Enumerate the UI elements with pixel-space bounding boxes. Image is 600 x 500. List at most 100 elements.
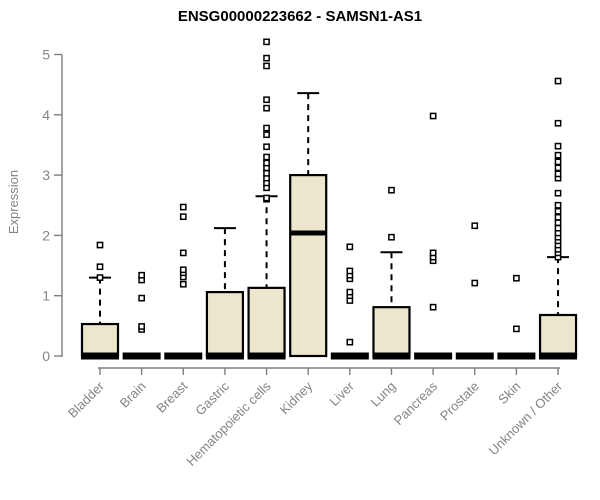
y-tick-label: 1 [42, 288, 50, 304]
outlier-point [429, 112, 437, 120]
outlier-point [96, 274, 104, 281]
boxplot-unknown-other [538, 77, 578, 360]
box-body [372, 306, 411, 358]
median-line [539, 352, 578, 360]
outlier-point [554, 119, 562, 127]
outlier-point [263, 104, 270, 112]
outlier-point [554, 142, 562, 150]
boxplot-brain [122, 271, 161, 360]
median-line [414, 352, 453, 360]
y-tick-label: 4 [42, 107, 50, 123]
x-tick-label: Brain [117, 379, 149, 411]
boxplot-gastric [205, 227, 245, 360]
chart-title: ENSG00000223662 - SAMSN1-AS1 [177, 8, 423, 25]
outlier-point [263, 96, 270, 104]
y-tick-label: 5 [42, 47, 50, 63]
x-tick-label: Skin [495, 379, 523, 407]
outlier-point [429, 249, 437, 257]
outlier-point [388, 233, 395, 241]
boxplot-bladder [80, 241, 120, 360]
box-body [289, 174, 328, 358]
outlier-point [96, 263, 104, 271]
outlier-point [263, 131, 270, 139]
outlier-point [263, 169, 270, 177]
outlier-point [346, 267, 354, 275]
outlier-point [554, 219, 562, 227]
outlier-point [263, 124, 270, 132]
x-tick-label: Bladder [65, 378, 108, 421]
outlier-point [471, 222, 479, 230]
outlier-point [513, 274, 520, 282]
outlier-point [96, 241, 104, 249]
outlier-point [138, 271, 145, 279]
median-line [164, 352, 203, 360]
outlier-point [554, 189, 562, 197]
box-body [247, 286, 286, 358]
outlier-point [179, 203, 187, 211]
outlier-point [263, 38, 270, 46]
outlier-point [263, 159, 270, 167]
boxplot-kidney [289, 92, 328, 358]
outlier-point [429, 303, 437, 311]
outlier-point [263, 194, 270, 202]
outlier-point [554, 213, 562, 221]
median-line [290, 230, 327, 236]
x-tick-label: Lung [368, 379, 399, 410]
y-tick-label: 3 [42, 167, 50, 183]
outlier-point [388, 186, 395, 194]
outlier-point [138, 323, 145, 330]
outlier-point [179, 249, 187, 257]
outlier-point [554, 170, 562, 178]
box-body [205, 290, 245, 358]
boxplot-skin [497, 274, 536, 360]
outlier-point [471, 279, 479, 287]
x-tick-label: Gastric [192, 378, 232, 418]
outlier-point [554, 207, 562, 215]
y-tick-label: 2 [42, 227, 50, 243]
x-tick-label: Kidney [277, 378, 316, 417]
median-line [497, 352, 536, 360]
median-line [122, 352, 161, 360]
outlier-point [263, 54, 270, 62]
y-tick-label: 0 [42, 348, 50, 364]
outlier-point [263, 153, 270, 161]
x-tick-label: Prostate [437, 379, 482, 424]
outlier-point [179, 213, 187, 221]
outlier-point [346, 243, 354, 251]
boxplot-liver [330, 243, 369, 360]
box-body [80, 322, 120, 358]
outlier-point [346, 338, 354, 346]
box-body [538, 313, 578, 358]
outlier-point [346, 288, 354, 296]
outlier-point [554, 77, 562, 85]
median-line [205, 352, 244, 360]
outlier-point [179, 266, 187, 274]
boxplot-prostate [455, 222, 494, 360]
median-line [247, 352, 286, 360]
boxplot-lung [372, 186, 411, 360]
outlier-point [179, 280, 187, 288]
median-line [81, 352, 119, 360]
x-tick-label: Breast [153, 378, 190, 415]
median-line [330, 352, 369, 360]
boxplot-hematopoietic-cells [247, 38, 286, 360]
median-line [372, 352, 411, 360]
x-tick-label: Unknown / Other [486, 378, 566, 458]
median-line [455, 352, 494, 360]
outlier-point [513, 325, 520, 333]
outlier-point [138, 294, 145, 302]
outlier-point [554, 164, 562, 172]
outlier-point [554, 158, 562, 166]
outlier-point [263, 143, 270, 151]
outlier-point [554, 201, 562, 209]
outlier-point [263, 62, 270, 70]
x-tick-label: Liver [326, 378, 357, 409]
boxplot-pancreas [414, 112, 453, 360]
outlier-point [554, 224, 562, 232]
boxplot-breast [164, 203, 203, 360]
y-axis: 0 1 2 3 4 5 [42, 47, 63, 364]
outlier-point [554, 151, 562, 159]
